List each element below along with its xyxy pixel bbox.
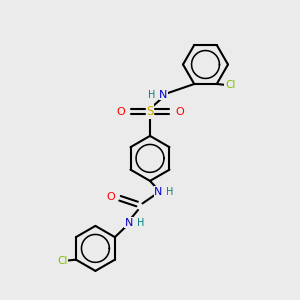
Text: S: S	[146, 105, 154, 118]
Text: O: O	[116, 106, 125, 117]
Text: H: H	[137, 218, 144, 228]
Text: H: H	[166, 187, 173, 197]
Text: O: O	[106, 192, 115, 203]
Text: H: H	[148, 89, 156, 100]
Text: Cl: Cl	[57, 256, 68, 266]
Text: Cl: Cl	[225, 80, 236, 91]
Text: N: N	[159, 89, 168, 100]
Text: N: N	[125, 218, 133, 228]
Text: N: N	[154, 187, 163, 197]
Text: O: O	[175, 106, 184, 117]
